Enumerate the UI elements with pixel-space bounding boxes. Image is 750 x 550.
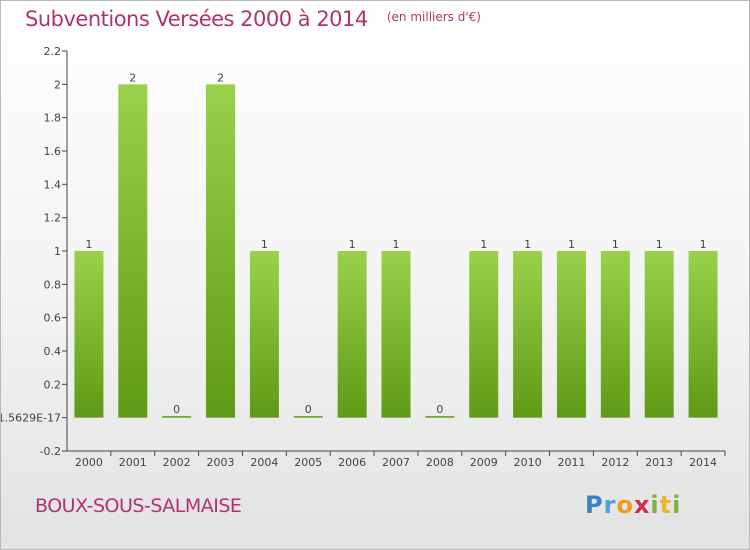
y-tick-label: 1 xyxy=(54,245,61,258)
data-label: 1 xyxy=(656,238,663,251)
x-tick-label: 2006 xyxy=(338,456,366,469)
x-tick-label: 2008 xyxy=(426,456,454,469)
y-tick-label: 0.8 xyxy=(44,278,62,291)
bar-2000 xyxy=(74,251,104,418)
x-tick-label: 2010 xyxy=(514,456,542,469)
x-tick-label: 2001 xyxy=(119,456,147,469)
bar-2001 xyxy=(118,84,148,418)
data-label: 1 xyxy=(700,238,707,251)
bar-2004 xyxy=(249,251,279,418)
y-tick-label: 1.4 xyxy=(44,178,62,191)
title-row: Subventions Versées 2000 à 2014 (en mill… xyxy=(25,7,481,31)
bar-2005 xyxy=(293,416,323,418)
bar-2008 xyxy=(425,416,455,418)
x-tick-label: 2003 xyxy=(207,456,235,469)
y-tick-label: 1.8 xyxy=(44,112,62,125)
y-tick-label: 1.2 xyxy=(44,212,62,225)
bar-2011 xyxy=(556,251,586,418)
y-tick-label: 0.4 xyxy=(44,345,62,358)
bar-2013 xyxy=(644,251,674,418)
data-label: 1 xyxy=(261,238,268,251)
data-label: 1 xyxy=(480,238,487,251)
x-tick-label: 2007 xyxy=(382,456,410,469)
y-tick-label: 0.6 xyxy=(44,312,62,325)
bar-2012 xyxy=(600,251,630,418)
bar-2006 xyxy=(337,251,367,418)
y-tick-label: -0.2 xyxy=(40,445,61,458)
bar-2014 xyxy=(688,251,718,418)
x-tick-label: 2004 xyxy=(250,456,278,469)
x-tick-label: 2011 xyxy=(557,456,585,469)
bar-2010 xyxy=(513,251,543,418)
data-label: 1 xyxy=(393,238,400,251)
data-label: 2 xyxy=(129,71,136,84)
data-label: 0 xyxy=(305,403,312,416)
data-label: 0 xyxy=(436,403,443,416)
commune-name: BOUX-SOUS-SALMAISE xyxy=(35,495,242,517)
x-tick-label: 2012 xyxy=(601,456,629,469)
data-label: 1 xyxy=(568,238,575,251)
data-label: 1 xyxy=(85,238,92,251)
y-tick-label: 2.2 xyxy=(44,45,62,58)
bar-2003 xyxy=(206,84,236,418)
y-tick-label: 0.2 xyxy=(44,378,62,391)
y-tick-label: -1.5629E-17 xyxy=(1,412,61,425)
data-label: 2 xyxy=(217,71,224,84)
x-tick-label: 2013 xyxy=(645,456,673,469)
x-tick-label: 2002 xyxy=(163,456,191,469)
y-tick-label: 2 xyxy=(54,78,61,91)
x-tick-label: 2000 xyxy=(75,456,103,469)
bar-2009 xyxy=(469,251,499,418)
y-tick-label: 1.6 xyxy=(44,145,62,158)
data-label: 1 xyxy=(612,238,619,251)
data-label: 1 xyxy=(349,238,356,251)
data-label: 0 xyxy=(173,403,180,416)
bar-2002 xyxy=(162,416,192,418)
proxiti-logo[interactable]: Proxiti xyxy=(585,491,682,519)
bar-2007 xyxy=(381,251,411,418)
data-label: 1 xyxy=(524,238,531,251)
chart-units: (en milliers d'€) xyxy=(386,10,481,24)
x-tick-label: 2014 xyxy=(689,456,717,469)
x-tick-label: 2005 xyxy=(294,456,322,469)
chart-title: Subventions Versées 2000 à 2014 xyxy=(25,7,368,31)
x-tick-label: 2009 xyxy=(470,456,498,469)
